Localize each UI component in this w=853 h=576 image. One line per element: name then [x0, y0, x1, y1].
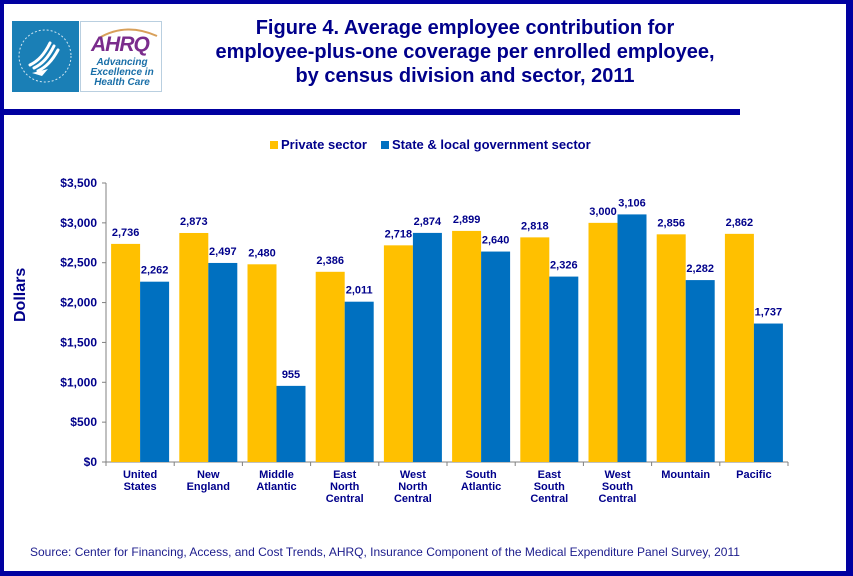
chart-title: Figure 4. Average employee contribution …: [200, 16, 730, 88]
hhs-eagle-logo: [12, 21, 79, 92]
ahrq-wordmark: AHRQ: [91, 33, 150, 56]
data-label: 2,326: [550, 260, 578, 272]
x-tick-label: England: [187, 481, 230, 493]
bar-private: [520, 237, 550, 462]
x-tick-label: New: [197, 469, 220, 481]
bar-government: [276, 385, 306, 462]
x-tick-label: Pacific: [736, 469, 771, 481]
x-tick-label: Mountain: [661, 469, 710, 481]
data-label: 2,736: [112, 227, 140, 239]
title-line: employee-plus-one coverage per enrolled …: [215, 41, 715, 63]
x-tick-label: United: [123, 469, 157, 481]
y-tick-label: $2,000: [60, 296, 97, 310]
x-tick-label: South: [466, 469, 497, 481]
data-label: 2,718: [385, 228, 413, 240]
bar-government: [549, 276, 579, 462]
data-label: 3,000: [589, 206, 617, 218]
data-label: 2,262: [141, 265, 169, 277]
legend-item-private: Private sector: [270, 137, 367, 152]
x-tick-label: North: [330, 481, 360, 493]
y-tick-label: $1,000: [60, 375, 97, 389]
data-label: 3,106: [618, 197, 646, 209]
x-tick-label: West: [604, 469, 630, 481]
x-tick-label: Central: [599, 493, 637, 505]
data-label: 2,873: [180, 216, 208, 228]
data-label: 2,856: [657, 217, 685, 229]
title-line: Figure 4. Average employee contribution …: [255, 17, 675, 39]
x-tick-label: States: [124, 481, 157, 493]
data-label: 955: [282, 369, 300, 381]
y-tick-label: $3,000: [60, 216, 97, 230]
data-label: 2,899: [453, 214, 481, 226]
data-label: 2,862: [726, 217, 754, 229]
legend-label: Private sector: [281, 137, 367, 152]
bar-private: [111, 243, 141, 462]
legend: Private sector State & local government …: [270, 137, 591, 152]
data-label: 2,818: [521, 220, 549, 232]
tagline-line: Advancing: [96, 57, 148, 68]
bar-private: [383, 245, 413, 462]
data-label: 2,282: [686, 263, 714, 275]
legend-label: State & local government sector: [392, 137, 591, 152]
data-label: 2,497: [209, 246, 237, 258]
x-tick-label: Middle: [259, 469, 294, 481]
x-tick-label: East: [538, 469, 562, 481]
bar-private: [588, 222, 618, 462]
tagline-line: Excellence in: [90, 67, 154, 78]
ahrq-logo: AHRQ Advancing Excellence in Health Care: [80, 21, 162, 92]
x-tick-label: West: [400, 469, 426, 481]
x-tick-label: Central: [326, 493, 364, 505]
bar-government: [140, 281, 170, 462]
eagle-icon: [18, 29, 72, 83]
tagline-line: Health Care: [94, 77, 150, 88]
bar-government: [617, 214, 647, 462]
bar-government: [481, 251, 511, 462]
bar-government: [208, 262, 238, 462]
bar-government: [412, 232, 442, 462]
bar-private: [247, 264, 277, 462]
bar-government: [685, 280, 715, 462]
bar-government: [753, 323, 783, 462]
data-label: 2,480: [248, 247, 276, 259]
x-tick-label: Central: [530, 493, 568, 505]
data-label: 2,640: [482, 235, 510, 247]
y-tick-label: $0: [84, 455, 98, 469]
y-tick-label: $2,500: [60, 256, 97, 270]
data-label: 2,386: [316, 255, 344, 267]
logo-group: AHRQ Advancing Excellence in Health Care: [12, 21, 162, 92]
y-tick-label: $3,500: [60, 176, 97, 190]
x-tick-label: East: [333, 469, 357, 481]
x-tick-label: Atlantic: [256, 481, 296, 493]
data-label: 2,011: [346, 285, 373, 297]
bar-private: [452, 230, 482, 462]
legend-swatch-government: [381, 140, 389, 149]
ahrq-tagline: Advancing Excellence in Health Care: [81, 58, 163, 88]
y-tick-label: $500: [70, 415, 97, 429]
x-tick-label: North: [398, 481, 428, 493]
legend-item-government: State & local government sector: [381, 137, 591, 152]
source-note: Source: Center for Financing, Access, an…: [30, 545, 740, 559]
ahrq-arc-icon: [98, 28, 158, 39]
bar-private: [179, 232, 209, 462]
x-tick-label: South: [534, 481, 565, 493]
y-tick-label: $1,500: [60, 335, 97, 349]
title-line: by census division and sector, 2011: [295, 65, 635, 87]
bar-government: [344, 301, 374, 462]
bar-private: [656, 234, 686, 462]
x-tick-label: Atlantic: [461, 481, 501, 493]
bar-private: [315, 271, 345, 462]
x-tick-label: South: [602, 481, 633, 493]
legend-swatch-private: [270, 140, 278, 149]
data-label: 2,874: [414, 216, 442, 228]
data-label: 1,737: [755, 307, 783, 319]
x-tick-label: Central: [394, 493, 432, 505]
bar-private: [724, 233, 754, 462]
title-divider: [4, 109, 740, 115]
